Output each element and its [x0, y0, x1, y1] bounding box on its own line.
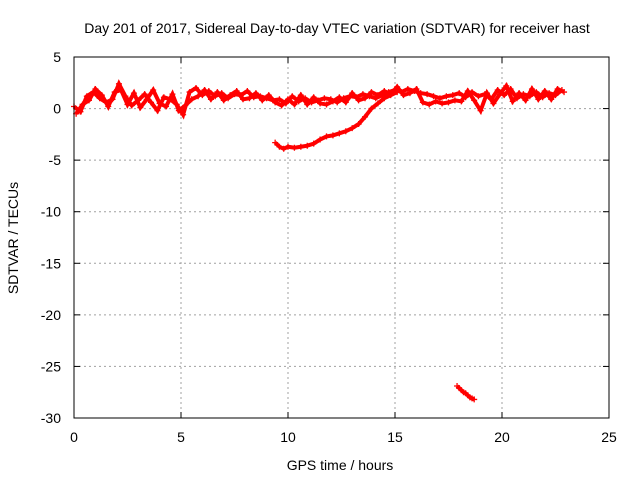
y-tick-label: -20 — [41, 307, 61, 323]
y-tick-label: -10 — [41, 204, 61, 220]
x-tick-label: 0 — [70, 429, 78, 445]
y-tick-label: -25 — [41, 358, 61, 374]
x-axis-label: GPS time / hours — [287, 457, 394, 473]
y-tick-label: 0 — [53, 101, 61, 117]
series-line — [74, 81, 565, 116]
x-tick-label: 15 — [387, 429, 403, 445]
series-outlier — [454, 383, 478, 403]
y-tick-label: -30 — [41, 410, 61, 426]
x-tick-label: 20 — [494, 429, 510, 445]
y-tick-label: -15 — [41, 255, 61, 271]
series-band-main-2 — [73, 81, 568, 117]
series-line — [455, 384, 476, 402]
plot-frame — [73, 56, 610, 419]
y-tick-label: -5 — [49, 152, 62, 168]
y-axis-label: SDTVAR / TECUs — [5, 182, 21, 294]
y-tick-label: 5 — [53, 49, 61, 65]
data-points — [71, 79, 568, 403]
series-arc — [272, 89, 401, 152]
series-line — [273, 90, 399, 152]
axis-ticks — [73, 56, 610, 419]
x-tick-label: 5 — [177, 429, 185, 445]
x-tick-label: 10 — [280, 429, 296, 445]
chart-title: Day 201 of 2017, Sidereal Day-to-day VTE… — [84, 20, 590, 36]
tick-labels: 0 5 10 15 20 25 5 0 -5 -10 -15 -20 -25 -30 — [41, 49, 617, 445]
x-tick-label: 25 — [601, 429, 617, 445]
grid — [74, 57, 609, 418]
